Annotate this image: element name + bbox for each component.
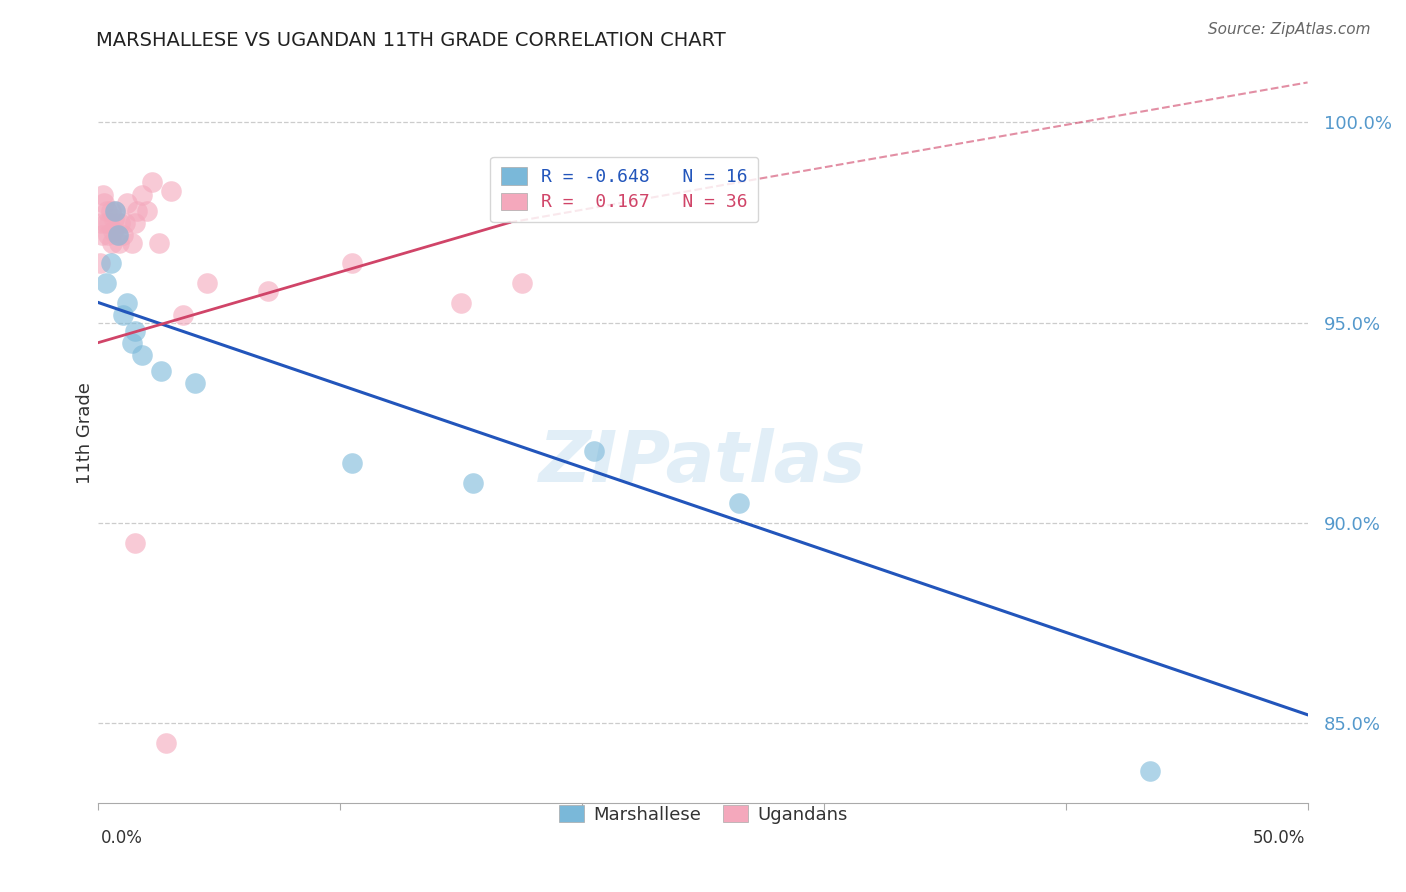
Point bbox=[124, 535, 146, 549]
Point bbox=[94, 276, 117, 290]
Point bbox=[98, 215, 121, 229]
Point bbox=[93, 195, 115, 210]
Point bbox=[127, 203, 149, 218]
Point bbox=[172, 308, 194, 322]
Point bbox=[117, 295, 139, 310]
Point bbox=[101, 223, 124, 237]
Point bbox=[91, 227, 114, 242]
Point bbox=[111, 308, 134, 322]
Point bbox=[96, 203, 118, 218]
Point bbox=[1139, 764, 1161, 778]
Point bbox=[510, 276, 533, 290]
Point bbox=[135, 203, 157, 218]
Text: 0.0%: 0.0% bbox=[101, 829, 143, 847]
Text: MARSHALLESE VS UGANDAN 11TH GRADE CORRELATION CHART: MARSHALLESE VS UGANDAN 11TH GRADE CORREL… bbox=[96, 31, 725, 50]
Point bbox=[121, 235, 143, 250]
Point bbox=[108, 215, 131, 229]
Text: ZIPatlas: ZIPatlas bbox=[540, 428, 866, 497]
Point bbox=[150, 363, 173, 377]
Point bbox=[121, 335, 143, 350]
Point bbox=[148, 235, 170, 250]
Point bbox=[114, 215, 136, 229]
Point bbox=[256, 284, 278, 298]
Point bbox=[342, 255, 364, 269]
Text: Source: ZipAtlas.com: Source: ZipAtlas.com bbox=[1208, 22, 1371, 37]
Point bbox=[160, 184, 183, 198]
Point bbox=[107, 227, 129, 242]
Point bbox=[124, 215, 146, 229]
Point bbox=[131, 348, 153, 362]
Point bbox=[184, 376, 207, 390]
Point bbox=[342, 456, 364, 470]
Point bbox=[583, 443, 606, 458]
Point bbox=[89, 255, 111, 269]
Point bbox=[104, 203, 127, 218]
Point bbox=[141, 176, 163, 190]
Point bbox=[104, 203, 127, 218]
Point bbox=[111, 227, 134, 242]
Point bbox=[155, 736, 177, 750]
Point bbox=[463, 475, 485, 490]
Point bbox=[450, 295, 472, 310]
Point bbox=[94, 215, 117, 229]
Point bbox=[728, 496, 751, 510]
Point bbox=[100, 203, 122, 218]
Point bbox=[100, 255, 122, 269]
Point bbox=[108, 235, 131, 250]
Point bbox=[91, 187, 114, 202]
Point bbox=[97, 227, 120, 242]
Point bbox=[117, 195, 139, 210]
Point bbox=[195, 276, 218, 290]
Point bbox=[103, 211, 125, 226]
Point bbox=[90, 215, 112, 229]
Point bbox=[107, 227, 129, 242]
Point bbox=[131, 187, 153, 202]
Y-axis label: 11th Grade: 11th Grade bbox=[76, 382, 94, 483]
Point bbox=[124, 324, 146, 338]
Legend: Marshallese, Ugandans: Marshallese, Ugandans bbox=[551, 797, 855, 830]
Text: 50.0%: 50.0% bbox=[1253, 829, 1305, 847]
Point bbox=[100, 235, 122, 250]
